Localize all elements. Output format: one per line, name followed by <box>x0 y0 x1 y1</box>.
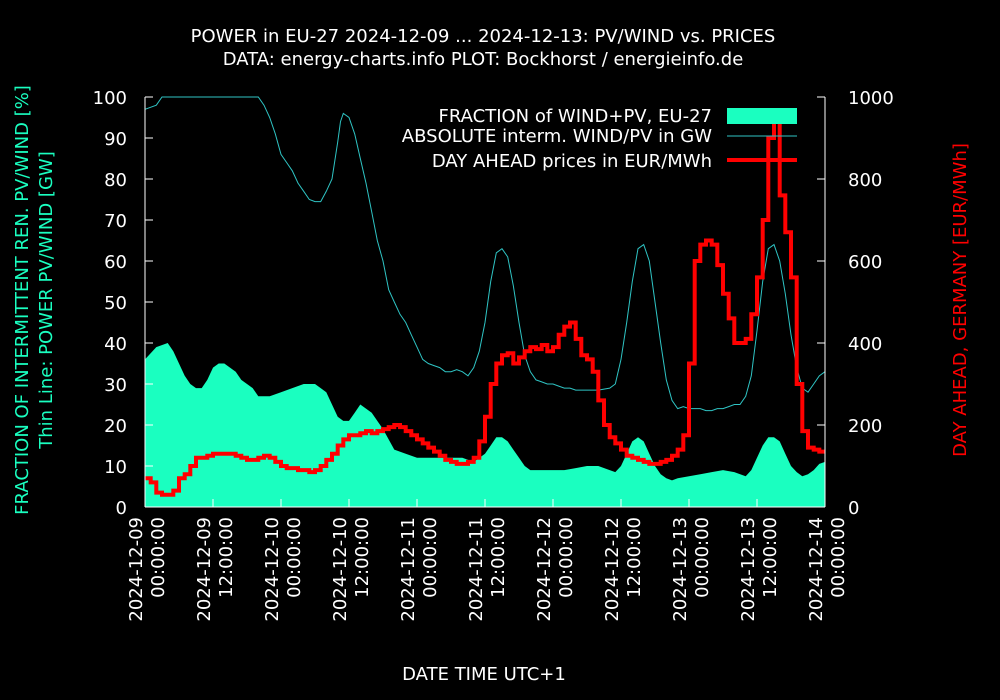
y-tick-right-label: 200 <box>848 416 882 437</box>
y-tick-right-label: 600 <box>848 252 882 273</box>
x-ticks: 2024-12-09 00:00:00 2024-12-09 12:00:00 2024… <box>126 499 849 622</box>
area-layer <box>145 343 825 507</box>
x-tick-date-label: 2024-12-10 <box>262 517 283 622</box>
series-fraction-area <box>145 343 825 507</box>
x-tick-time-label: 00:00:00 <box>148 517 169 598</box>
y-tick-left-label: 90 <box>104 129 127 150</box>
x-tick-date-label: 2024-12-09 <box>126 517 147 622</box>
x-axis-label: DATE TIME UTC+1 <box>402 664 566 685</box>
legend-swatch-fraction <box>727 108 797 124</box>
x-tick-date-label: 2024-12-11 <box>466 517 487 622</box>
series-price-line <box>145 119 825 497</box>
y-tick-left-label: 10 <box>104 457 127 478</box>
x-tick-date-label: 2024-12-12 <box>534 517 555 622</box>
y-axis-label-left-2: Thin Line: POWER PV/WIND [GW] <box>36 151 57 449</box>
y-tick-left-label: 0 <box>116 498 127 519</box>
y-tick-left-label: 70 <box>104 211 127 232</box>
y-tick-left-label: 80 <box>104 170 127 191</box>
x-tick-date-label: 2024-12-12 <box>602 517 623 622</box>
y-tick-left-label: 40 <box>104 334 127 355</box>
series-absolute-line <box>144 96 826 412</box>
y-tick-left-label: 100 <box>93 88 127 109</box>
x-tick-date-label: 2024-12-09 <box>194 517 215 622</box>
x-tick-date-label: 2024-12-11 <box>398 517 419 622</box>
chart-title: POWER in EU-27 2024-12-09 ... 2024-12-13… <box>191 26 776 47</box>
y-tick-right-label: 800 <box>848 170 882 191</box>
price-line-layer <box>145 119 825 497</box>
thin-line-layer <box>144 96 826 412</box>
x-tick-time-label: 12:00:00 <box>760 517 781 598</box>
y-tick-left-label: 20 <box>104 416 127 437</box>
x-tick-time-label: 12:00:00 <box>216 517 237 598</box>
x-tick-date-label: 2024-12-14 <box>806 517 827 622</box>
x-tick-time-label: 12:00:00 <box>624 517 645 598</box>
y-ticks-left: 0 10 20 30 40 50 60 70 80 90 100 <box>93 88 153 519</box>
y-tick-right-label: 0 <box>848 498 859 519</box>
x-tick-date-label: 2024-12-10 <box>330 517 351 622</box>
x-tick-time-label: 00:00:00 <box>828 517 849 598</box>
legend-label-prices: DAY AHEAD prices in EUR/MWh <box>432 151 712 172</box>
legend-label-fraction: FRACTION of WIND+PV, EU-27 <box>439 106 713 127</box>
y-ticks-right: 0 200 400 600 800 1000 <box>817 88 894 519</box>
x-tick-time-label: 12:00:00 <box>488 517 509 598</box>
x-tick-time-label: 00:00:00 <box>556 517 577 598</box>
x-tick-time-label: 00:00:00 <box>692 517 713 598</box>
y-tick-right-label: 1000 <box>848 88 894 109</box>
legend: FRACTION of WIND+PV, EU-27 ABSOLUTE inte… <box>402 106 797 172</box>
x-tick-time-label: 12:00:00 <box>352 517 373 598</box>
y-tick-right-label: 400 <box>848 334 882 355</box>
x-tick-date-label: 2024-12-13 <box>738 517 759 622</box>
x-tick-time-label: 00:00:00 <box>420 517 441 598</box>
chart-subtitle: DATA: energy-charts.info PLOT: Bockhorst… <box>223 49 744 70</box>
x-tick-time-label: 00:00:00 <box>284 517 305 598</box>
y-axis-label-right: DAY AHEAD, GERMANY [EUR/MWh] <box>950 143 971 457</box>
plot-area <box>144 96 826 507</box>
x-tick-date-label: 2024-12-13 <box>670 517 691 622</box>
y-tick-left-label: 60 <box>104 252 127 273</box>
y-tick-left-label: 30 <box>104 375 127 396</box>
legend-label-absolute: ABSOLUTE interm. WIND/PV in GW <box>402 126 712 147</box>
y-axis-label-left-1: FRACTION OF INTERMITTENT REN. PV/WIND [%… <box>12 85 33 515</box>
y-tick-left-label: 50 <box>104 293 127 314</box>
